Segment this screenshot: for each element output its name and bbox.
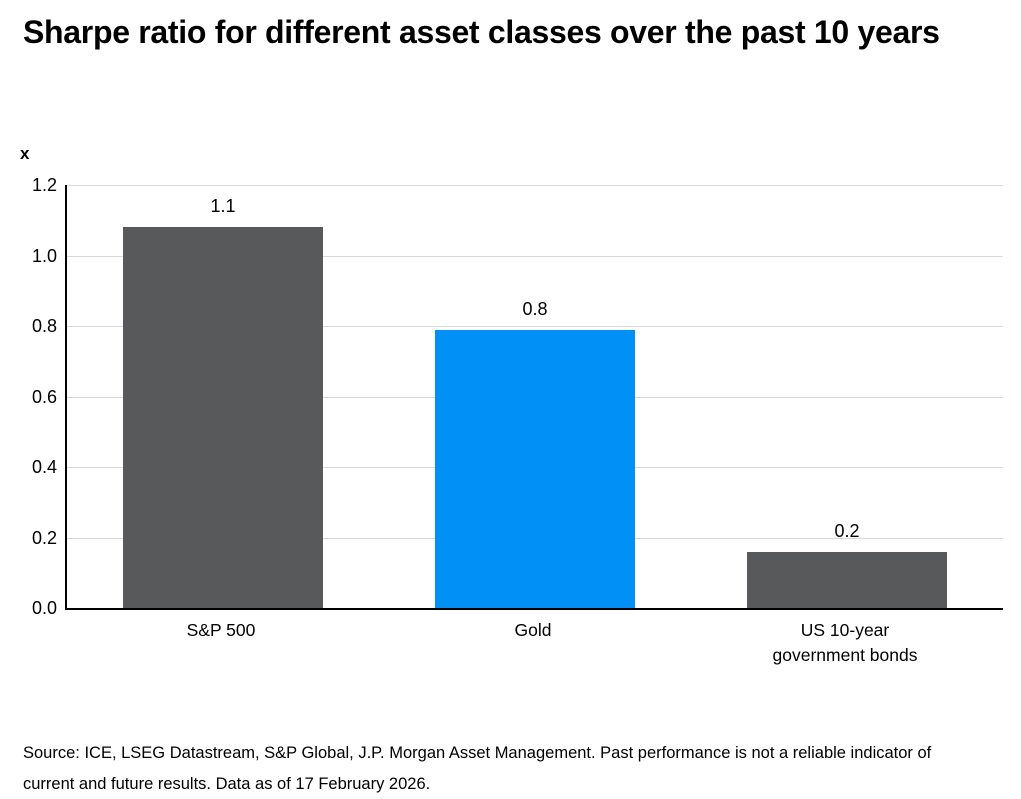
bar-us-10-year-government-bonds (747, 551, 947, 608)
bar-value-label: 1.1 (210, 196, 236, 217)
source-line: Source: ICE, LSEG Datastream, S&P Global… (23, 744, 932, 762)
ytick-label: 0.6 (31, 386, 57, 407)
bar-s-p-500 (123, 227, 323, 608)
gridline (67, 326, 1003, 327)
category-label: Gold (514, 620, 552, 640)
ytick-label: 0.4 (31, 457, 57, 477)
ytick-label: 0.8 (31, 316, 57, 336)
category-label: US 10-year government bonds (772, 620, 918, 665)
category-label: S&P 500 (186, 620, 256, 640)
gridline (67, 185, 1003, 186)
source-line: current and future results. Data as of 1… (23, 775, 431, 793)
ytick-label: 0.2 (31, 527, 57, 548)
y-axis-unit-label: x (20, 144, 30, 163)
plot-area: 1.1 0.8 0.2 (65, 185, 1003, 610)
source-text: Source: ICE, LSEG Datastream, S&P Global… (23, 738, 1013, 799)
ytick-label: 1.0 (31, 245, 57, 266)
ytick-label: 1.2 (31, 175, 57, 195)
ytick-label: 0.0 (31, 598, 57, 618)
x-axis-category-labels: S&P 500 Gold US 10-year government bonds (65, 618, 1001, 698)
bar-value-label: 0.8 (522, 298, 548, 319)
gridline (67, 255, 1003, 257)
bar-gold (435, 329, 635, 608)
chart-title: Sharpe ratio for different asset classes… (23, 14, 940, 50)
bar-value-label: 0.2 (834, 520, 860, 541)
